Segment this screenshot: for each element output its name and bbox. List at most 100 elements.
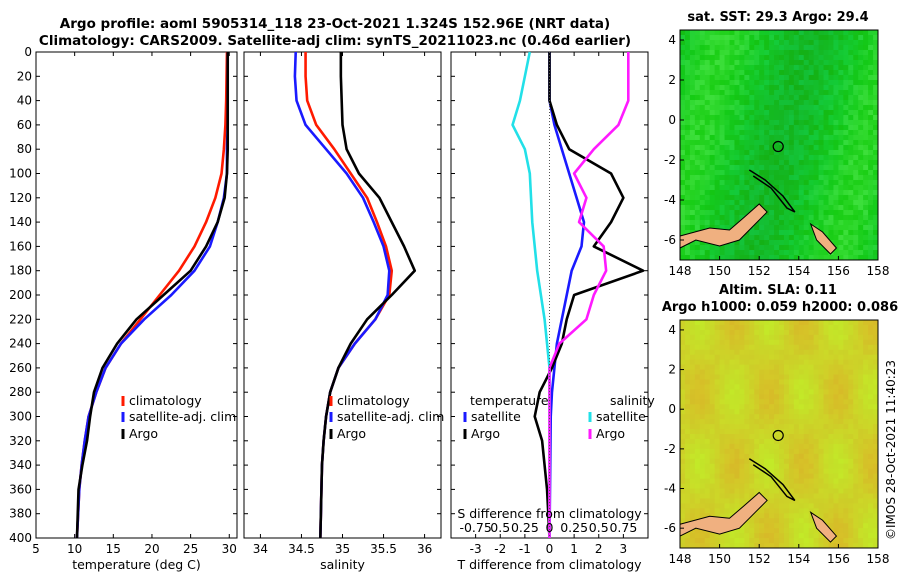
map-cell xyxy=(798,354,805,361)
map-cell xyxy=(853,220,859,226)
map-cell xyxy=(873,195,879,201)
map-0-frame xyxy=(679,29,879,261)
map-cell xyxy=(779,523,785,529)
map-cell xyxy=(838,30,844,36)
map-cell xyxy=(868,100,874,106)
map-cell xyxy=(868,40,874,46)
map-cell xyxy=(853,165,859,171)
map-0-ytick-label: 0 xyxy=(668,113,676,127)
map-cell xyxy=(818,320,825,326)
map-cell xyxy=(783,478,790,485)
map-cell xyxy=(709,359,716,366)
map-cell xyxy=(833,205,839,211)
map-cell xyxy=(798,205,805,211)
map-cell xyxy=(699,438,706,445)
map-cell xyxy=(853,60,859,66)
map-cell xyxy=(704,85,711,91)
map-cell xyxy=(788,145,795,151)
map-cell xyxy=(873,155,879,161)
map-cell xyxy=(739,120,745,126)
map-cell xyxy=(680,443,686,450)
map-cell xyxy=(744,185,750,191)
map-cell xyxy=(863,513,869,519)
map-cell xyxy=(798,60,805,66)
map-cell xyxy=(858,384,864,390)
map-cell xyxy=(828,75,834,81)
map-cell xyxy=(724,324,730,331)
map-cell xyxy=(709,399,716,405)
map-cell xyxy=(858,434,864,440)
map-cell xyxy=(863,468,869,475)
map-cell xyxy=(689,533,696,539)
map-cell xyxy=(749,359,755,366)
map-cell xyxy=(858,255,864,261)
map-cell xyxy=(813,30,820,36)
map-cell xyxy=(744,448,750,455)
map-cell xyxy=(704,220,711,226)
map-cell xyxy=(818,65,825,71)
map-cell xyxy=(759,245,765,251)
map-cell xyxy=(684,135,691,141)
map-cell xyxy=(680,399,686,405)
map-cell xyxy=(858,364,864,371)
map-cell xyxy=(749,518,755,524)
map-1-land-new-britain xyxy=(679,491,768,537)
map-cell xyxy=(769,498,775,504)
map-cell xyxy=(689,349,696,356)
map-cell xyxy=(813,190,820,196)
map-cell xyxy=(724,344,730,351)
map-cell xyxy=(828,434,834,440)
legend-p2-climatology-label: climatology xyxy=(337,393,410,408)
map-cell xyxy=(873,438,879,445)
map-cell xyxy=(818,210,825,216)
map-cell xyxy=(838,55,844,61)
map-cell xyxy=(843,424,849,430)
map-cell xyxy=(838,170,844,176)
panel-1-xtick-label: 34.5 xyxy=(288,542,315,556)
map-cell xyxy=(828,443,834,450)
map-cell xyxy=(739,448,745,455)
map-cell xyxy=(808,320,815,326)
map-cell xyxy=(803,394,810,400)
map-cell xyxy=(739,389,745,395)
map-cell xyxy=(689,528,696,534)
map-cell xyxy=(769,320,775,326)
map-cell xyxy=(719,369,726,376)
map-cell xyxy=(813,364,820,371)
map-cell xyxy=(798,50,805,56)
map-cell xyxy=(853,438,859,445)
map-cell xyxy=(858,394,864,400)
map-cell xyxy=(873,230,879,236)
map-cell xyxy=(719,225,726,231)
map-cell xyxy=(769,120,775,126)
map-cell xyxy=(764,399,770,405)
map-cell xyxy=(833,543,839,549)
map-cell xyxy=(843,255,849,261)
map-cell xyxy=(833,50,839,56)
map-cell xyxy=(823,180,829,186)
legend-p1-climatology-label: climatology xyxy=(129,393,202,408)
map-cell xyxy=(694,468,701,475)
map-cell xyxy=(694,409,701,415)
map-cell xyxy=(699,125,706,131)
map-cell xyxy=(704,488,711,494)
map-cell xyxy=(828,543,834,549)
map-cell xyxy=(754,145,760,151)
map-0-ytick-label: -6 xyxy=(664,233,676,247)
map-cell xyxy=(783,60,790,66)
map-cell xyxy=(848,85,854,91)
map-cell xyxy=(779,384,785,390)
map-cell xyxy=(783,349,790,356)
map-cell xyxy=(719,35,726,41)
map-cell xyxy=(838,100,844,106)
map-cell xyxy=(739,364,745,371)
panel-0-xtick-label: 5 xyxy=(32,542,40,556)
map-cell xyxy=(793,429,800,435)
map-cell xyxy=(798,359,805,366)
map-cell xyxy=(868,125,874,131)
map-cell xyxy=(699,30,706,36)
map-cell xyxy=(868,60,874,66)
map-cell xyxy=(793,115,800,121)
map-cell xyxy=(873,175,879,181)
map-cell xyxy=(843,210,849,216)
